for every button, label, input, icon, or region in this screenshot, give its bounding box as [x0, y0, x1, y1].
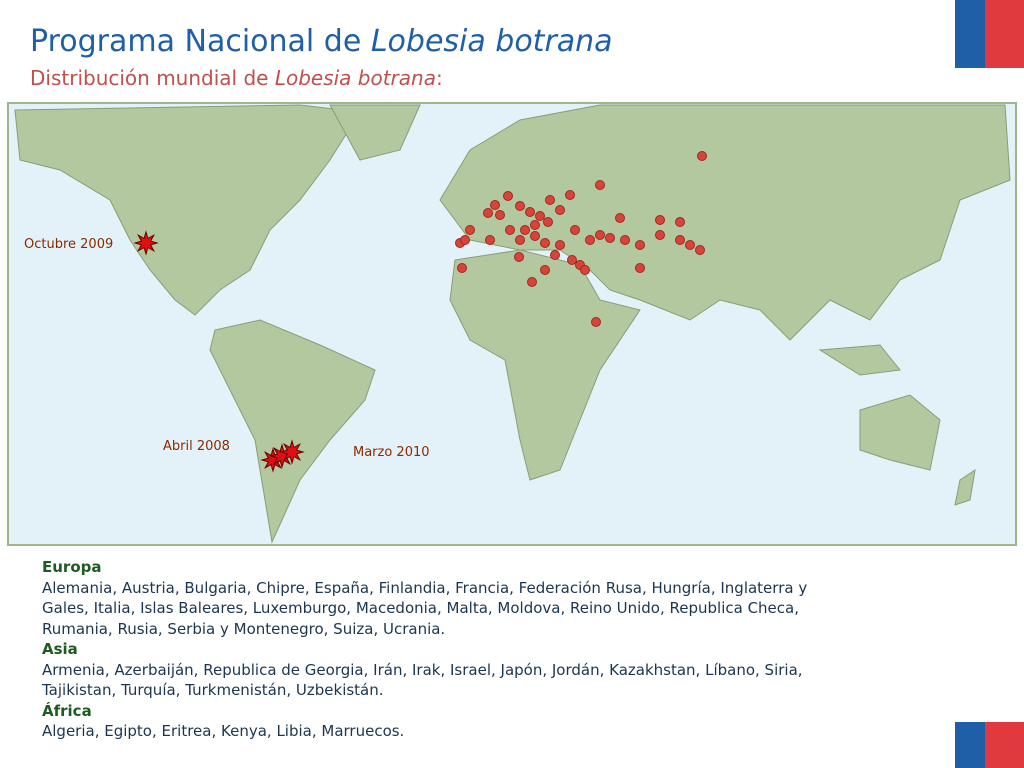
dot	[635, 240, 645, 250]
dot	[495, 210, 505, 220]
dot	[580, 265, 590, 275]
region-countries: Gales, Italia, Islas Baleares, Luxemburg…	[42, 599, 799, 617]
starburst	[279, 439, 305, 465]
north-america	[14, 104, 361, 316]
dot	[675, 235, 685, 245]
dot	[540, 265, 550, 275]
dot	[595, 230, 605, 240]
dot	[530, 231, 540, 241]
dot	[675, 217, 685, 227]
dot	[503, 191, 513, 201]
dot	[530, 220, 540, 230]
subtitle-italic: Lobesia botrana	[274, 66, 436, 90]
greenland	[329, 104, 421, 161]
dot	[515, 201, 525, 211]
region-name: África	[42, 701, 92, 720]
dot	[565, 190, 575, 200]
flag-blue	[955, 0, 985, 68]
region-name: Asia	[42, 640, 78, 658]
dot	[555, 240, 565, 250]
title-italic: Lobesia botrana	[370, 24, 613, 59]
dot	[591, 317, 601, 327]
flag-red	[985, 722, 1024, 768]
dot	[527, 277, 537, 287]
subtitle: Distribución mundial de Lobesia botrana:	[30, 66, 443, 90]
dot	[460, 235, 470, 245]
dot	[485, 235, 495, 245]
dot	[567, 255, 577, 265]
region-name: Europa	[42, 558, 102, 576]
south-america	[209, 319, 376, 544]
occurrence-dots	[455, 151, 707, 327]
land	[14, 104, 1011, 544]
dot	[695, 245, 705, 255]
dot	[605, 233, 615, 243]
dot	[595, 180, 605, 190]
dot	[697, 151, 707, 161]
dot	[525, 207, 535, 217]
dot	[483, 208, 493, 218]
title-text: Programa Nacional de	[30, 24, 362, 59]
indonesia	[818, 344, 901, 376]
dot	[635, 263, 645, 273]
region-countries: Rumania, Rusia, Serbia y Montenegro, Sui…	[42, 619, 446, 638]
dot	[620, 235, 630, 245]
dot	[543, 217, 553, 227]
dot	[685, 240, 695, 250]
dot	[615, 213, 625, 223]
new-zealand	[954, 468, 976, 506]
region-countries: Tajikistan, Turquía, Turkmenistán, Uzbek…	[42, 681, 384, 699]
region-countries: Alemania, Austria, Bulgaria, Chipre, Esp…	[42, 578, 808, 597]
dot	[515, 235, 525, 245]
dot	[465, 225, 475, 235]
map-label: Marzo 2010	[353, 445, 430, 460]
country-list: Europa Alemania, Austria, Bulgaria, Chipr…	[42, 557, 807, 742]
dot	[655, 215, 665, 225]
dot	[550, 250, 560, 260]
dot	[540, 238, 550, 248]
map-label: Abril 2008	[163, 439, 230, 454]
dot	[457, 263, 467, 273]
starburst	[133, 230, 159, 256]
dot	[505, 225, 515, 235]
flag-blue	[955, 722, 985, 768]
dot	[520, 225, 530, 235]
map-label: Octubre 2009	[24, 237, 113, 252]
flag-red	[985, 0, 1024, 68]
region-countries: Algeria, Egipto, Eritrea, Kenya, Libia, …	[42, 722, 405, 740]
dot	[545, 195, 555, 205]
dot	[514, 252, 524, 262]
dot	[535, 211, 545, 221]
dot	[585, 235, 595, 245]
title: Programa Nacional de Lobesia botrana	[30, 24, 613, 59]
dot	[655, 230, 665, 240]
subtitle-end: :	[435, 66, 443, 90]
australia	[859, 394, 941, 471]
region-countries: Armenia, Azerbaiján, Republica de Georgi…	[42, 660, 803, 679]
new-reports	[133, 230, 305, 473]
dot	[490, 200, 500, 210]
dot	[570, 225, 580, 235]
subtitle-text: Distribución mundial de	[30, 66, 269, 90]
dot	[555, 205, 565, 215]
